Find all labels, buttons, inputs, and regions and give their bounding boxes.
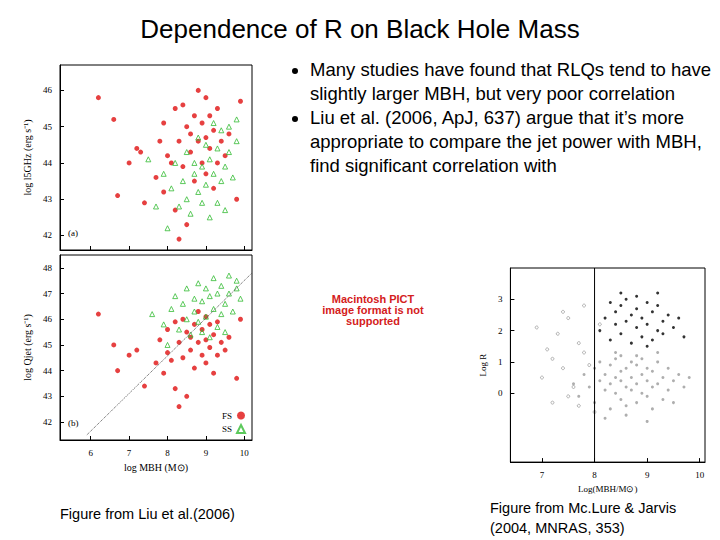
svg-text:SS: SS bbox=[222, 424, 232, 434]
svg-text:42: 42 bbox=[43, 417, 52, 427]
svg-text:44: 44 bbox=[43, 366, 53, 376]
svg-text:9: 9 bbox=[204, 448, 209, 458]
svg-text:0: 0 bbox=[498, 388, 503, 398]
svg-text:10: 10 bbox=[240, 448, 250, 458]
svg-text:7: 7 bbox=[127, 448, 132, 458]
svg-text:10: 10 bbox=[695, 470, 705, 480]
html-text:Figure from Mc.Lure & Jarvis (: Figure from Mc.Lure & Jarvis (2004, MNRA… bbox=[490, 500, 677, 536]
svg-text:8: 8 bbox=[592, 470, 597, 480]
svg-text:46: 46 bbox=[43, 85, 53, 95]
svg-text:log l5GHz (erg s⁻¹): log l5GHz (erg s⁻¹) bbox=[22, 119, 34, 195]
svg-text:2: 2 bbox=[498, 326, 503, 336]
svg-text:Log(MBH/M⊙): Log(MBH/M⊙) bbox=[578, 484, 638, 494]
html-text:Dependence of R on Black Hole: Dependence of R on Black Hole Mass bbox=[140, 14, 580, 44]
svg-text:9: 9 bbox=[645, 470, 650, 480]
svg-text:46: 46 bbox=[43, 314, 53, 324]
html-text:Many studies have found that R: Many studies have found that RLQs tend t… bbox=[310, 59, 712, 104]
svg-text:45: 45 bbox=[43, 122, 53, 132]
svg-text:3: 3 bbox=[498, 294, 503, 304]
svg-text:(b): (b) bbox=[68, 418, 79, 428]
svg-text:8: 8 bbox=[165, 448, 170, 458]
svg-text:48: 48 bbox=[43, 263, 53, 273]
svg-text:43: 43 bbox=[43, 391, 53, 401]
svg-text:1: 1 bbox=[498, 357, 503, 367]
svg-text:44: 44 bbox=[43, 158, 53, 168]
svg-text:45: 45 bbox=[43, 340, 53, 350]
svg-text:42: 42 bbox=[43, 230, 52, 240]
html-text:Figure from Liu et al.(2006): Figure from Liu et al.(2006) bbox=[60, 506, 235, 522]
svg-text:Log R: Log R bbox=[478, 354, 488, 377]
svg-text:47: 47 bbox=[43, 289, 53, 299]
svg-text:43: 43 bbox=[43, 194, 53, 204]
svg-text:(a): (a) bbox=[68, 228, 78, 238]
svg-text:log MBH (M⊙): log MBH (M⊙) bbox=[124, 462, 188, 474]
html-text:Liu et al. (2006, ApJ, 637) ar: Liu et al. (2006, ApJ, 637) argue that i… bbox=[310, 107, 702, 176]
svg-text:6: 6 bbox=[88, 448, 93, 458]
svg-text:FS: FS bbox=[222, 411, 232, 421]
svg-text:7: 7 bbox=[540, 470, 545, 480]
html-text:Macintosh PICT image format is: Macintosh PICT image format is not suppo… bbox=[322, 293, 424, 327]
svg-text:log Qjet (erg s⁻¹): log Qjet (erg s⁻¹) bbox=[22, 314, 34, 381]
